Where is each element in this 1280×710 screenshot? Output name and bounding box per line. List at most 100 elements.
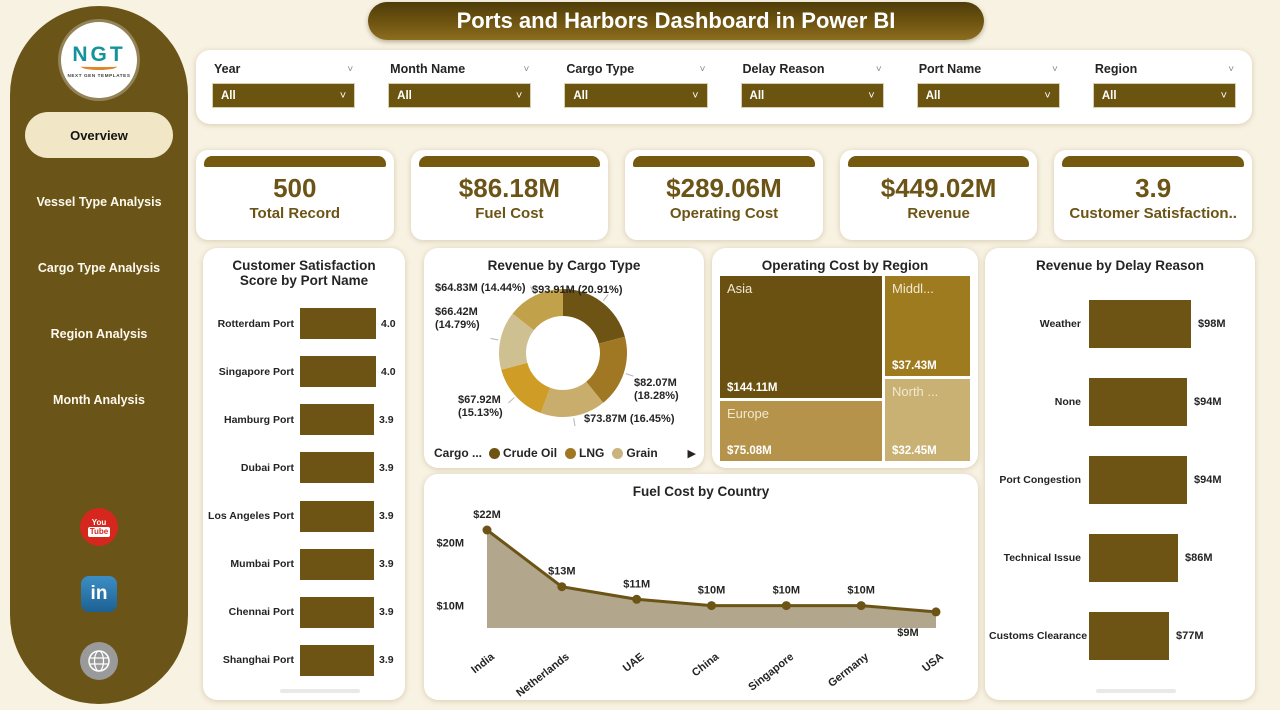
slicer-label: Month Name — [390, 62, 466, 76]
linkedin-icon[interactable]: in — [81, 576, 117, 612]
slicer-label: Port Name — [918, 62, 982, 76]
bar[interactable] — [1089, 456, 1187, 504]
bar[interactable] — [300, 356, 376, 388]
sidebar-item-vessel-type-analysis[interactable]: Vessel Type Analysis — [36, 195, 162, 209]
bar[interactable] — [300, 596, 374, 628]
sidebar-item-region-analysis[interactable]: Region Analysis — [50, 327, 148, 341]
donut-slice[interactable] — [586, 336, 627, 403]
bar-row-hamburg-port: Hamburg Port 3.9 — [205, 404, 403, 436]
kpi-card-fuel-cost: $86.18M Fuel Cost — [410, 150, 609, 240]
slicer-dropdown-month-name[interactable]: All ˅ — [388, 83, 532, 108]
tile-value: $32.45M — [892, 445, 937, 457]
slicer-label: Region — [1094, 62, 1138, 76]
y-axis-tick: $20M — [436, 538, 464, 550]
slicer-value: All — [221, 89, 236, 102]
bar-row-dubai-port: Dubai Port 3.9 — [205, 452, 403, 484]
value-label: 3.9 — [379, 606, 394, 619]
kpi-label: Total Record — [249, 205, 341, 222]
x-axis-label: Netherlands — [514, 651, 571, 700]
bar[interactable] — [1089, 534, 1178, 582]
legend-item-lng[interactable]: LNG — [565, 446, 604, 460]
chevron-down-icon[interactable]: ˅ — [1052, 63, 1058, 75]
slicer-dropdown-delay-reason[interactable]: All ˅ — [740, 83, 884, 108]
chevron-down-icon[interactable]: ˅ — [523, 63, 530, 75]
logo-subtext: NEXT GEN TEMPLATES — [67, 72, 131, 78]
data-label: $13M — [548, 566, 576, 578]
horizontal-scrollbar[interactable] — [280, 689, 360, 693]
website-globe-icon[interactable] — [80, 642, 118, 680]
logo-text: NGT — [72, 42, 126, 66]
area-chart: $20M $10M $22M India $13M Netherlands $11M UAE $… — [436, 509, 945, 700]
tile-value: $37.43M — [892, 360, 937, 372]
bar[interactable] — [1089, 300, 1191, 348]
globe-icon — [88, 650, 110, 672]
treemap-tile[interactable]: Europe $75.08M — [720, 401, 882, 461]
treemap-tile[interactable]: Middl... $37.43M — [885, 276, 970, 376]
bar[interactable] — [300, 500, 374, 532]
sidebar-item-overview[interactable]: Overview — [25, 112, 173, 158]
donut-slice[interactable] — [501, 362, 551, 414]
category-label: Port Congestion — [999, 474, 1081, 486]
legend-item-crude-oil[interactable]: Crude Oil — [489, 446, 557, 460]
legend-item-grain[interactable]: Grain — [612, 446, 658, 460]
data-point[interactable] — [707, 601, 716, 611]
y-axis-tick: $10M — [436, 601, 464, 613]
callout-line — [530, 286, 535, 294]
treemap-tile[interactable]: North ... $32.45M — [885, 379, 970, 461]
bar[interactable] — [300, 404, 374, 436]
kpi-card-revenue: $449.02M Revenue — [839, 150, 1038, 240]
slicer-dropdown-port-name[interactable]: All ˅ — [916, 83, 1060, 108]
x-axis-label: India — [469, 650, 497, 676]
bar[interactable] — [300, 548, 374, 580]
slicer-dropdown-cargo-type[interactable]: All ˅ — [564, 83, 708, 108]
callout-line — [490, 337, 499, 341]
horizontal-scrollbar[interactable] — [1096, 689, 1176, 693]
chevron-down-icon[interactable]: ˅ — [347, 63, 354, 75]
data-point[interactable] — [557, 582, 567, 592]
x-axis-label: Germany — [826, 650, 872, 689]
donut-slice[interactable] — [563, 289, 625, 344]
kpi-top-bar — [847, 156, 1030, 167]
legend-items: Crude Oil LNG Grain — [489, 446, 658, 460]
chevron-down-icon[interactable]: ˅ — [1228, 63, 1235, 75]
bar[interactable] — [300, 308, 376, 339]
kpi-card-total-record: 500 Total Record — [196, 150, 394, 240]
dashboard-title-text: Ports and Harbors Dashboard in Power BI — [456, 8, 896, 33]
data-point[interactable] — [482, 525, 492, 535]
data-point[interactable] — [856, 601, 866, 611]
bar[interactable] — [1089, 378, 1187, 426]
data-point[interactable] — [632, 594, 642, 604]
value-label: 3.9 — [379, 413, 394, 426]
sidebar-item-month-analysis[interactable]: Month Analysis — [53, 393, 145, 407]
chart-title: Revenue by Delay Reason — [1035, 258, 1205, 273]
slicer-dropdown-region[interactable]: All ˅ — [1092, 83, 1237, 108]
kpi-label: Fuel Cost — [475, 205, 544, 222]
donut-slice[interactable] — [499, 313, 534, 370]
category-label: Los Angeles Port — [208, 510, 294, 523]
slicer-dropdown-year[interactable]: All ˅ — [212, 83, 356, 108]
tile-name: North ... — [892, 384, 939, 399]
bar-row-chennai-port: Chennai Port 3.9 — [205, 596, 403, 628]
donut-slice[interactable] — [540, 381, 604, 417]
bar[interactable] — [1089, 612, 1169, 660]
bar[interactable] — [300, 452, 374, 484]
fuel-cost-chart-card: Fuel Cost by Country $20M $10M $22M India $1… — [424, 474, 978, 700]
sidebar-item-cargo-type-analysis[interactable]: Cargo Type Analysis — [37, 261, 161, 275]
legend-scroll-arrow-icon[interactable]: ▶ — [687, 447, 696, 460]
data-point[interactable] — [931, 607, 941, 617]
legend-label: Crude Oil — [503, 446, 558, 460]
category-label: Mumbai Port — [230, 558, 294, 571]
treemap-tile[interactable]: Asia $144.11M — [720, 276, 882, 398]
youtube-icon[interactable]: You Tube — [80, 508, 118, 546]
data-point[interactable] — [781, 601, 791, 611]
chevron-down-icon[interactable]: ˅ — [699, 63, 706, 75]
category-label: Weather — [1039, 318, 1081, 330]
donut-slice[interactable] — [512, 289, 563, 331]
x-axis-label: UAE — [621, 651, 647, 675]
slicer-label: Delay Reason — [742, 62, 825, 76]
donut-label: $67.92M (15.13%) — [458, 394, 503, 419]
value-label: $94M — [1194, 396, 1222, 408]
bar[interactable] — [300, 644, 374, 676]
chevron-down-icon[interactable]: ˅ — [875, 63, 882, 75]
ngt-logo: NGT NEXT GEN TEMPLATES — [61, 22, 137, 98]
